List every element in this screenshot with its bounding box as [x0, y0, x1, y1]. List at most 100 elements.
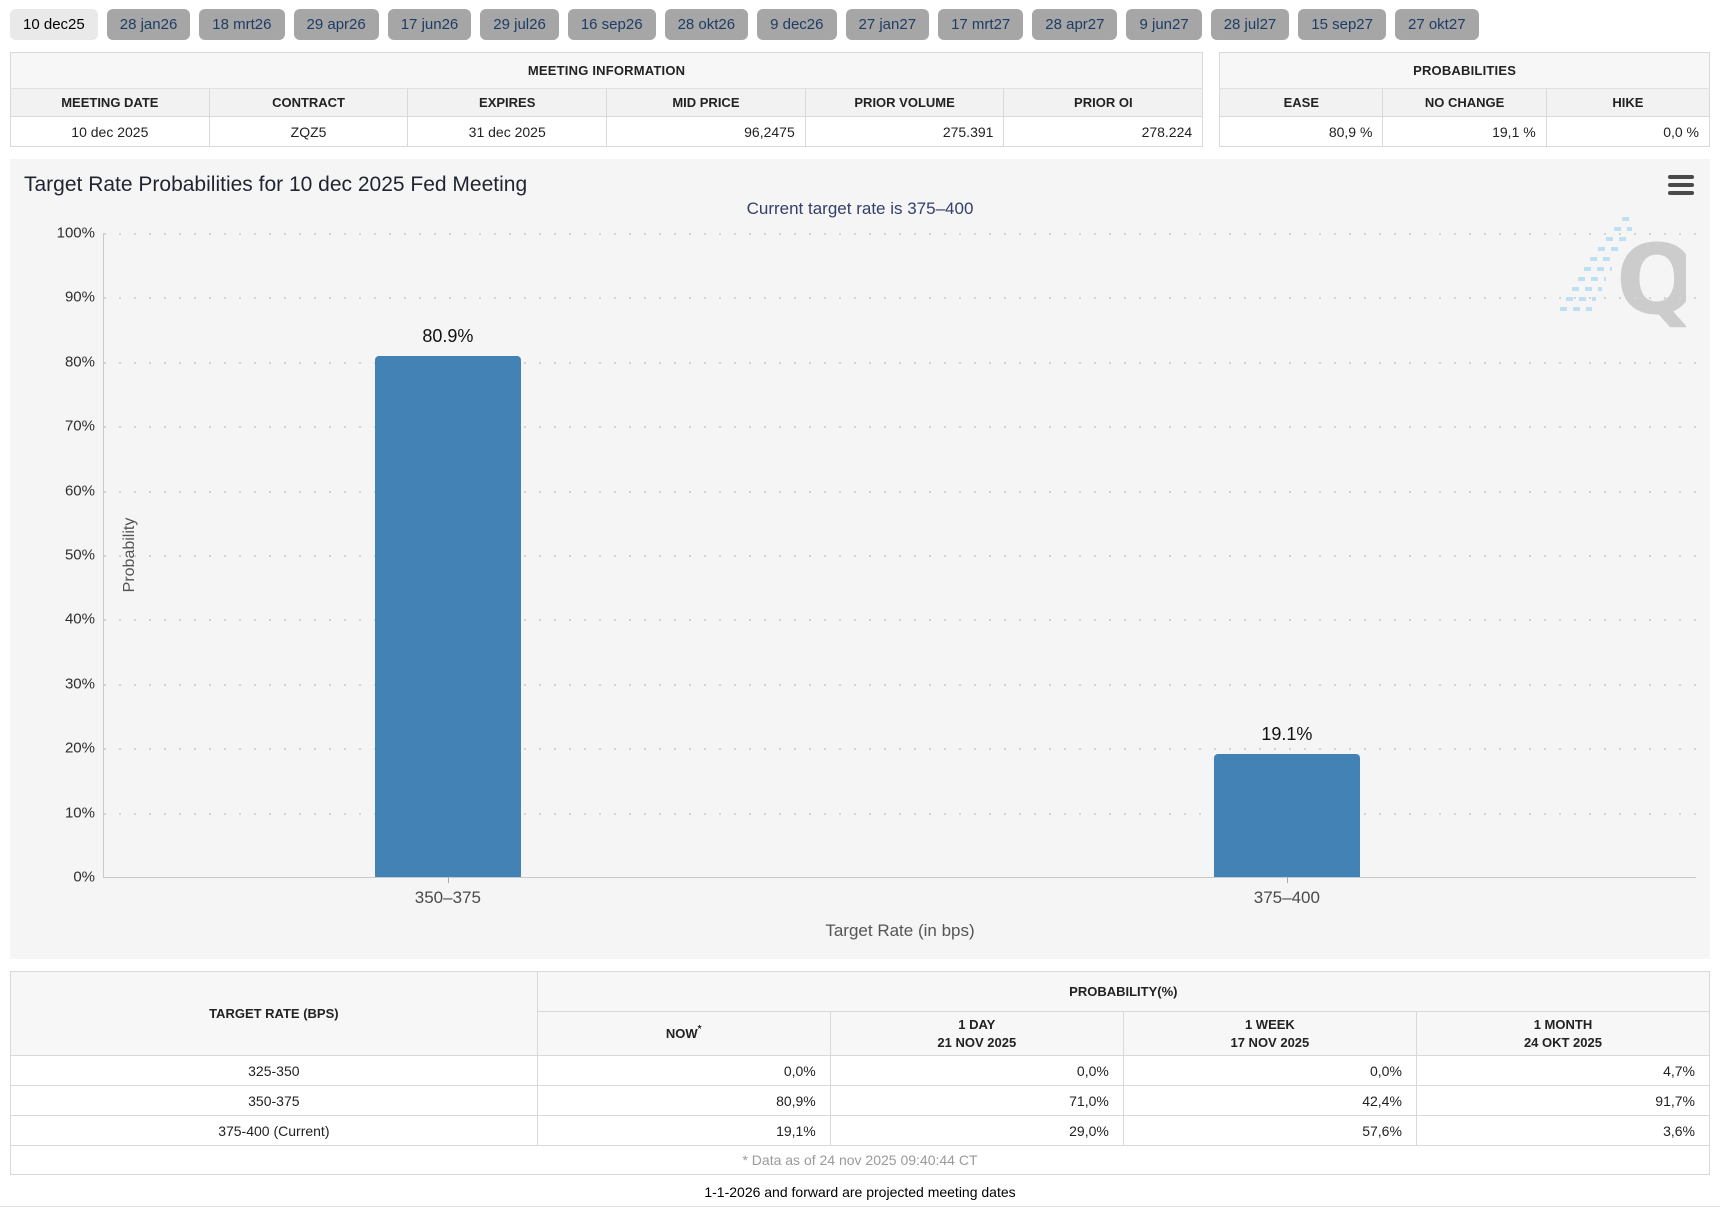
tab-27-okt27[interactable]: 27 okt27 — [1394, 9, 1479, 40]
bar-375-400-value-label: 19.1% — [1261, 724, 1313, 744]
target-rate-bps-header: TARGET RATE (BPS) — [10, 971, 538, 1056]
meeting-date-value: 10 dec 2025 — [10, 116, 210, 147]
top-tables-row: MEETING INFORMATION MEETING DATE CONTRAC… — [9, 52, 1711, 147]
col-no-change: NO CHANGE — [1382, 88, 1547, 117]
one-day-column-header: 1 DAY 21 NOV 2025 — [829, 1011, 1124, 1056]
one-month-column-header: 1 MONTH 24 OKT 2025 — [1415, 1011, 1711, 1056]
gridline-100 — [104, 233, 1696, 235]
probability-history-section: TARGET RATE (BPS) PROBABILITY(%) NOW* 1 … — [10, 971, 1711, 1175]
table-footnote-row: * Data as of 24 nov 2025 09:40:44 CT — [10, 1145, 1710, 1175]
rate-325-350: 325-350 — [10, 1055, 538, 1086]
col-meeting-date: MEETING DATE — [10, 88, 210, 117]
one-day-label: 1 DAY — [958, 1016, 996, 1032]
tab-16-sep26[interactable]: 16 sep26 — [567, 9, 656, 40]
no-change-value: 19,1 % — [1382, 116, 1547, 147]
bar-375-400[interactable]: 19.1% — [1213, 724, 1360, 877]
ytick-70: 70% — [64, 417, 95, 435]
gridline-90 — [104, 297, 1696, 300]
one-day-date: 21 NOV 2025 — [937, 1034, 1017, 1050]
contract-value: ZQZ5 — [208, 116, 409, 147]
week-350-375: 42,4% — [1122, 1085, 1417, 1116]
mid-price-value: 96,2475 — [606, 116, 806, 147]
one-week-date: 17 NOV 2025 — [1230, 1034, 1310, 1050]
ytick-60: 60% — [64, 482, 95, 500]
col-expires: EXPIRES — [407, 88, 608, 117]
gridline-60 — [104, 490, 1696, 493]
now-325-350: 0,0% — [536, 1055, 831, 1086]
bar-350-375[interactable]: 80.9% — [374, 326, 521, 877]
gridline-10 — [104, 812, 1696, 815]
bar-chart-plot-area: Probability 100% 90% 80% 70% 60% 50% 40%… — [57, 225, 1696, 940]
col-prior-oi: PRIOR OI — [1003, 88, 1204, 117]
target-rate-chart-panel: Target Rate Probabilities for 10 dec 202… — [10, 159, 1710, 959]
tab-28-jan26[interactable]: 28 jan26 — [106, 9, 191, 40]
tab-29-jul26[interactable]: 29 jul26 — [480, 9, 559, 40]
col-ease: EASE — [1219, 88, 1384, 117]
meeting-information-table: MEETING INFORMATION MEETING DATE CONTRAC… — [9, 52, 1204, 147]
day-325-350: 0,0% — [829, 1055, 1124, 1086]
tab-10-dec25[interactable]: 10 dec25 — [10, 9, 98, 40]
ytick-40: 40% — [64, 610, 95, 628]
table-row-375-400-current: 375-400 (Current) 19,1% 29,0% 57,6% 3,6% — [10, 1115, 1711, 1146]
probability-history-table: TARGET RATE (BPS) PROBABILITY(%) NOW* 1 … — [10, 971, 1711, 1175]
tab-28-okt26[interactable]: 28 okt26 — [664, 9, 749, 40]
tab-29-apr26[interactable]: 29 apr26 — [293, 9, 379, 40]
tab-15-sep27[interactable]: 15 sep27 — [1298, 9, 1386, 40]
col-mid-price: MID PRICE — [606, 88, 806, 117]
month-325-350: 4,7% — [1415, 1055, 1711, 1086]
gridline-20 — [104, 748, 1696, 751]
ytick-50: 50% — [64, 546, 95, 564]
tab-9-jun27[interactable]: 9 jun27 — [1126, 9, 1202, 40]
probabilities-table: PROBABILITIES EASE NO CHANGE HIKE 80,9 %… — [1219, 52, 1711, 147]
now-asterisk: * — [697, 1023, 702, 1035]
week-325-350: 0,0% — [1122, 1055, 1417, 1086]
tab-18-mrt26[interactable]: 18 mrt26 — [199, 9, 285, 40]
gridline-30 — [104, 683, 1696, 686]
tab-27-jan27[interactable]: 27 jan27 — [845, 9, 930, 40]
one-week-column-header: 1 WEEK 17 NOV 2025 — [1122, 1011, 1417, 1056]
expires-value: 31 dec 2025 — [407, 116, 608, 147]
rate-350-375: 350-375 — [10, 1085, 538, 1116]
table-row-350-375: 350-375 80,9% 71,0% 42,4% 91,7% — [10, 1085, 1711, 1116]
hike-value: 0,0 % — [1545, 116, 1711, 147]
day-375-400: 29,0% — [829, 1115, 1124, 1146]
ytick-20: 20% — [64, 739, 95, 757]
meeting-information-title: MEETING INFORMATION — [9, 52, 1204, 89]
one-month-label: 1 MONTH — [1533, 1016, 1593, 1032]
xtick-mark-375-400 — [1286, 877, 1288, 883]
gridline-50 — [104, 555, 1696, 557]
month-375-400: 3,6% — [1415, 1115, 1711, 1146]
ytick-30: 30% — [64, 675, 95, 693]
chart-subtitle: Current target rate is 375–400 — [746, 199, 974, 218]
ytick-100: 100% — [56, 224, 95, 242]
prior-oi-value: 278.224 — [1003, 116, 1204, 147]
xcategory-375-400: 375–400 — [1253, 888, 1320, 907]
table-row-325-350: 325-350 0,0% 0,0% 0,0% 4,7% — [10, 1055, 1711, 1086]
ytick-90: 90% — [64, 288, 95, 306]
chart-menu-icon[interactable] — [1668, 175, 1694, 195]
ytick-10: 10% — [64, 804, 95, 822]
now-label: NOW — [665, 1025, 698, 1041]
x-axis-title: Target Rate (in bps) — [825, 921, 975, 940]
week-375-400: 57,6% — [1122, 1115, 1417, 1146]
ytick-0: 0% — [73, 868, 95, 886]
meeting-date-tabbar: 10 dec25 28 jan26 18 mrt26 29 apr26 17 j… — [0, 0, 1720, 46]
tab-28-jul27[interactable]: 28 jul27 — [1210, 9, 1290, 40]
chart-title: Target Rate Probabilities for 10 dec 202… — [24, 173, 528, 196]
col-hike: HIKE — [1545, 88, 1711, 117]
tab-17-mrt27[interactable]: 17 mrt27 — [938, 9, 1024, 40]
col-contract: CONTRACT — [208, 88, 409, 117]
gridline-80 — [104, 361, 1696, 364]
probability-pct-group-header: PROBABILITY(%) — [536, 971, 1711, 1012]
probabilities-title: PROBABILITIES — [1219, 52, 1710, 89]
rate-375-400-current: 375-400 (Current) — [10, 1115, 538, 1146]
tab-17-jun26[interactable]: 17 jun26 — [387, 9, 472, 40]
col-prior-volume: PRIOR VOLUME — [804, 88, 1005, 117]
tab-9-dec26[interactable]: 9 dec26 — [757, 9, 837, 40]
data-as-of-footnote: * Data as of 24 nov 2025 09:40:44 CT — [10, 1145, 1710, 1175]
now-350-375: 80,9% — [536, 1085, 831, 1116]
month-350-375: 91,7% — [1415, 1085, 1711, 1116]
ease-value: 80,9 % — [1219, 116, 1384, 147]
tab-28-apr27[interactable]: 28 apr27 — [1032, 9, 1118, 40]
